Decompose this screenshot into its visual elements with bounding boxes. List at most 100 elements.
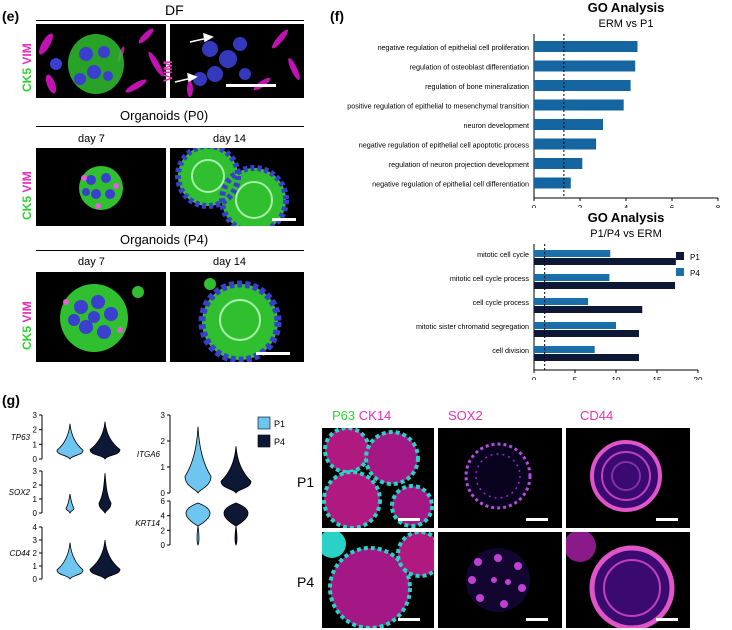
violin-p1 (185, 502, 211, 546)
category-label: negative regulation of epithelial cell p… (378, 43, 529, 52)
category-label: mitotic cell cycle process (450, 274, 529, 283)
df-title: DF (165, 2, 184, 18)
violin-tick-label: 6 (161, 497, 166, 506)
col-label-p63-ck14: P63 CK14 (332, 408, 392, 423)
df-image-vim (170, 24, 304, 98)
violin-tick-label: 2 (161, 526, 166, 535)
bar-p4 (534, 298, 589, 305)
chart-title: GO Analysis (588, 0, 665, 15)
bar (534, 177, 571, 189)
legend-label-p4: P4 (690, 269, 700, 278)
violin-tick-label: 4 (161, 512, 166, 521)
violin-p1 (184, 426, 212, 494)
p0-day14-label: day 14 (213, 133, 247, 145)
p0-stain-label: CK5 VIM (20, 171, 34, 220)
p1-cd44-image (566, 428, 690, 528)
category-label: neuron development (463, 121, 529, 130)
category-label: negative regulation of epithelial cell d… (372, 180, 529, 189)
category-label: regulation of bone mineralization (425, 82, 529, 91)
gene-label-tp63: TP63 (11, 433, 31, 442)
violin-p4 (220, 446, 252, 494)
violin-tick-label: 0 (161, 541, 166, 550)
violin-tick-label: 2 (33, 549, 38, 558)
violin-p1 (65, 494, 75, 514)
gene-label-krt14: KRT14 (135, 519, 160, 528)
bar (534, 41, 638, 52)
scale-bar (526, 618, 548, 621)
chart-title: GO Analysis (588, 210, 665, 225)
p4-day14-label: day 14 (213, 256, 247, 268)
chart-subtitle: P1/P4 vs ERM (590, 228, 662, 240)
violin-tick-label: 1 (33, 562, 38, 571)
p4-p63-ck14-image (322, 532, 434, 628)
bar-p4 (534, 274, 610, 281)
p0-day7-label: day 7 (78, 133, 105, 145)
violin-p4 (98, 473, 112, 514)
bar-p1 (534, 306, 643, 313)
x-tick-label: 8 (716, 204, 721, 208)
scale-bar (226, 84, 276, 87)
bar-p1 (534, 354, 639, 361)
row-label-p1: P1 (297, 474, 315, 490)
violin-p4 (89, 421, 121, 460)
x-tick-label: 0 (532, 204, 537, 208)
organoids-p0-rule (36, 126, 304, 127)
legend-label-p4: P4 (274, 437, 285, 447)
category-label: regulation of neuron projection developm… (389, 160, 529, 169)
legend-swatch-p4 (676, 268, 684, 276)
panel-g-letter: (g) (2, 392, 20, 408)
p4-day14-image (170, 272, 304, 362)
col-label-cd44: CD44 (580, 408, 614, 423)
x-tick-label: 20 (694, 376, 703, 380)
scale-bar (398, 618, 420, 621)
scale-bar (256, 352, 290, 355)
x-tick-label: 10 (612, 376, 621, 380)
scale-bar (526, 518, 548, 521)
scale-bar (398, 518, 420, 521)
organoids-p0-title: Organoids (P0) (120, 108, 209, 123)
organoids-p4-title: Organoids (P4) (120, 232, 209, 247)
bar-p1 (534, 330, 639, 337)
bar-p4 (534, 322, 616, 329)
p4-stain-label: CK5 VIM (20, 301, 34, 350)
chart-subtitle: ERM vs P1 (598, 18, 653, 30)
category-label: cell division (492, 346, 529, 355)
violin-tick-label: 1 (33, 495, 38, 504)
go-chart-erm-vs-p1: GO Analysis ERM vs P1 negative regulation … (347, 0, 721, 208)
category-label: positive regulation of epithelial to mes… (347, 102, 529, 111)
violin-tick-label: 2 (33, 426, 38, 435)
violin-p1 (56, 542, 84, 580)
x-tick-label: 0 (532, 376, 537, 380)
panel-e-letter: (e) (2, 8, 20, 24)
bar-p4 (534, 250, 611, 257)
df-vim-label: VIM (161, 60, 175, 82)
category-label: mitotic cell cycle (477, 250, 529, 259)
scale-bar (656, 618, 678, 621)
bar-p1 (534, 258, 676, 265)
x-tick-label: 5 (573, 376, 578, 380)
violin-tick-label: 2 (33, 481, 38, 490)
category-label: regulation of osteoblast differentiation (410, 63, 529, 72)
category-label: negative regulation of epithelial cell a… (359, 141, 530, 150)
violin-tick-label: 0 (33, 509, 38, 518)
p4-sox2-image (438, 532, 562, 628)
legend-swatch-p1 (676, 252, 684, 260)
bar-p4 (534, 346, 595, 353)
p0-day14-image (170, 148, 304, 226)
violin-tick-label: 0 (161, 489, 166, 498)
df-rule (36, 20, 304, 21)
gene-label-itga6: ITGA6 (137, 450, 161, 459)
x-tick-label: 2 (578, 204, 583, 208)
violin-p4 (223, 502, 249, 546)
col-label-sox2: SOX2 (448, 408, 483, 423)
bar-p1 (534, 282, 676, 289)
go-chart-p1p4-vs-erm: GO Analysis P1/P4 vs ERM mitotic cell cycl… (416, 210, 703, 380)
df-image-ck5-vim (36, 24, 166, 98)
gene-label-cd44: CD44 (10, 549, 31, 558)
legend-label-p1: P1 (274, 419, 285, 429)
bar (534, 99, 624, 111)
scale-bar (272, 218, 296, 221)
bar (534, 158, 583, 169)
violin-tick-label: 0 (33, 575, 38, 584)
p4-day7-label: day 7 (78, 256, 105, 268)
